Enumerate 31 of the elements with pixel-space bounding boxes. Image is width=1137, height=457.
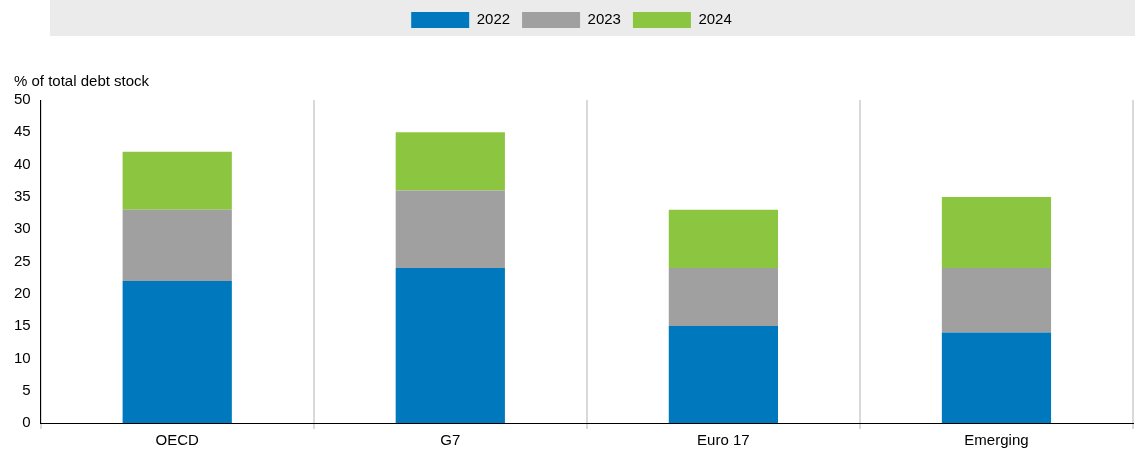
x-tick-label: OECD xyxy=(155,431,200,449)
y-tick-label: 25 xyxy=(14,251,31,269)
bar xyxy=(395,190,505,268)
y-tick-label: 0 xyxy=(22,413,31,431)
bar xyxy=(941,332,1052,423)
y-tick-label: 45 xyxy=(14,122,31,140)
x-tick-label: Emerging xyxy=(964,431,1029,449)
y-tick-label: 35 xyxy=(14,187,31,205)
bar xyxy=(122,151,232,210)
bar xyxy=(941,267,1052,333)
bar xyxy=(941,196,1052,268)
x-tick-label: G7 xyxy=(440,431,461,449)
x-tick-label: Euro 17 xyxy=(697,431,750,449)
bar xyxy=(395,132,505,191)
y-tick-label: 5 xyxy=(22,380,31,398)
legend-label: 2022 xyxy=(476,10,511,28)
legend-label: 2024 xyxy=(698,10,732,28)
y-axis-title: % of total debt stock xyxy=(14,72,150,89)
y-tick-label: 10 xyxy=(14,348,31,366)
bar xyxy=(122,209,232,281)
y-tick-label: 20 xyxy=(14,283,31,301)
y-tick-label: 30 xyxy=(14,219,31,237)
y-tick-label: 40 xyxy=(14,154,31,172)
y-tick-label: 15 xyxy=(14,316,31,334)
bar xyxy=(122,280,232,423)
bar xyxy=(668,209,778,268)
legend-label: 2023 xyxy=(587,10,621,28)
bar xyxy=(668,326,778,423)
y-tick-label: 50 xyxy=(14,90,31,108)
bar xyxy=(395,267,505,423)
bar xyxy=(668,267,778,327)
